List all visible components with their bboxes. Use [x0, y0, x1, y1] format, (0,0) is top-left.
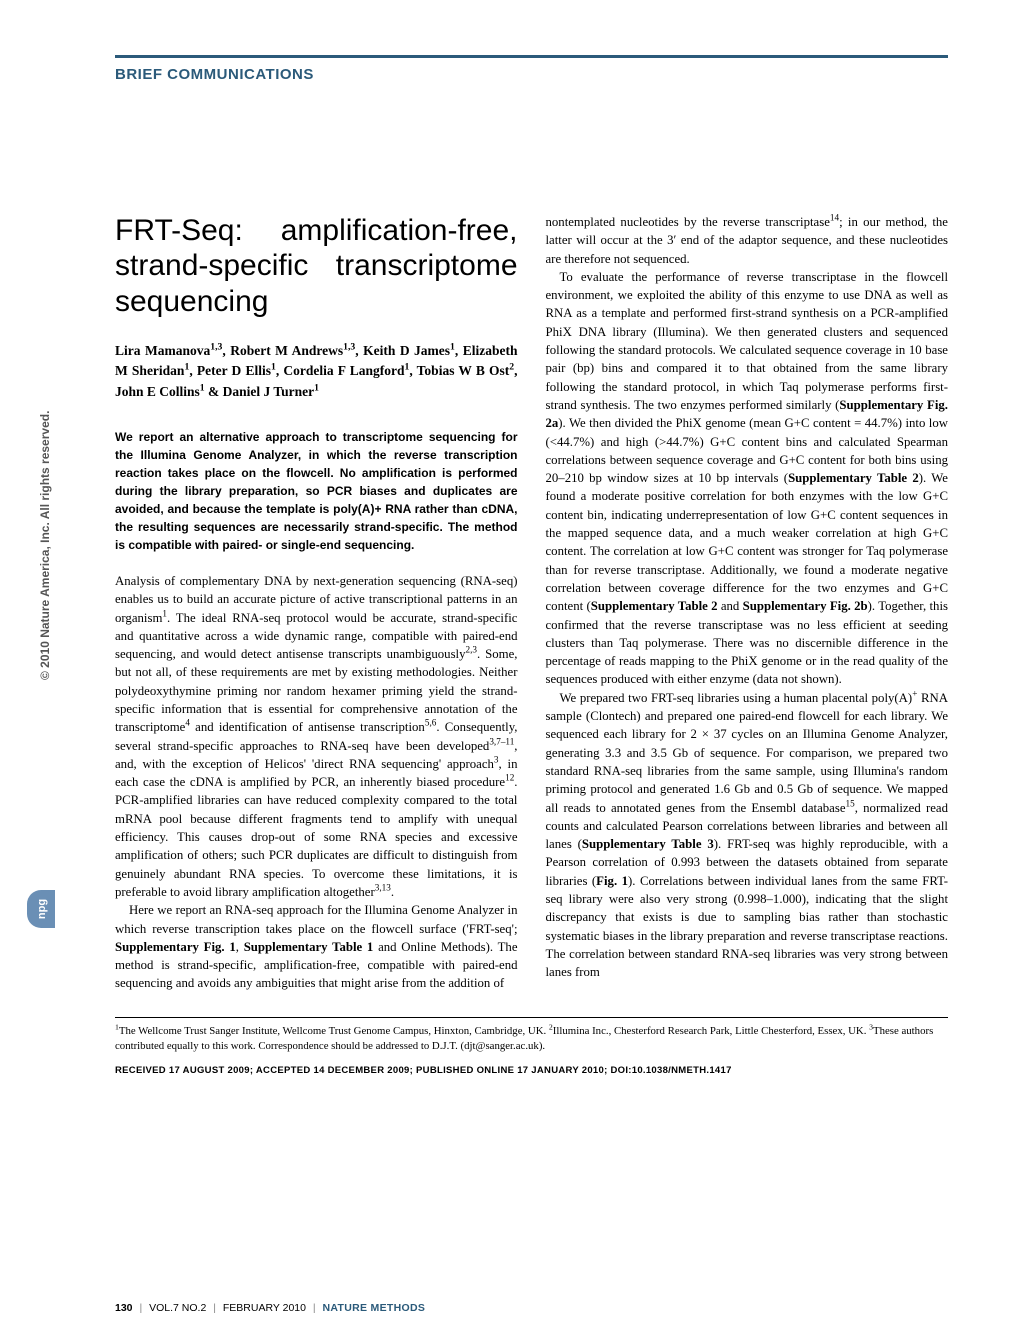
footer-separator: |: [139, 1302, 142, 1314]
footer-separator: |: [213, 1302, 216, 1314]
author-list: Lira Mamanova1,3, Robert M Andrews1,3, K…: [115, 341, 518, 402]
volume-issue: VOL.7 NO.2: [149, 1302, 206, 1314]
page-number: 130: [115, 1302, 133, 1314]
body-paragraph: Here we report an RNA-seq approach for t…: [115, 901, 518, 992]
left-column: FRT-Seq: amplification-free, strand-spec…: [115, 213, 518, 993]
body-paragraph: Analysis of complementary DNA by next-ge…: [115, 572, 518, 901]
section-header: BRIEF COMMUNICATIONS: [115, 55, 948, 83]
page-footer: 130 | VOL.7 NO.2 | FEBRUARY 2010 | NATUR…: [115, 1302, 425, 1314]
body-paragraph: nontemplated nucleotides by the reverse …: [546, 213, 949, 268]
body-paragraph: To evaluate the performance of reverse t…: [546, 268, 949, 689]
npg-badge-icon: npg: [27, 890, 55, 928]
footer-separator: |: [313, 1302, 316, 1314]
article-title: FRT-Seq: amplification-free, strand-spec…: [115, 213, 518, 319]
journal-name: NATURE METHODS: [323, 1302, 426, 1314]
affiliations: 1The Wellcome Trust Sanger Institute, We…: [115, 1024, 948, 1054]
body-paragraph: We prepared two FRT-seq libraries using …: [546, 689, 949, 982]
affiliations-block: 1The Wellcome Trust Sanger Institute, We…: [115, 1017, 948, 1078]
right-column: nontemplated nucleotides by the reverse …: [546, 213, 949, 993]
copyright-sidebar: © 2010 Nature America, Inc. All rights r…: [38, 411, 52, 680]
received-line: RECEIVED 17 AUGUST 2009; ACCEPTED 14 DEC…: [115, 1064, 948, 1077]
issue-date: FEBRUARY 2010: [223, 1302, 306, 1314]
abstract: We report an alternative approach to tra…: [115, 428, 518, 554]
two-column-layout: FRT-Seq: amplification-free, strand-spec…: [115, 213, 948, 993]
